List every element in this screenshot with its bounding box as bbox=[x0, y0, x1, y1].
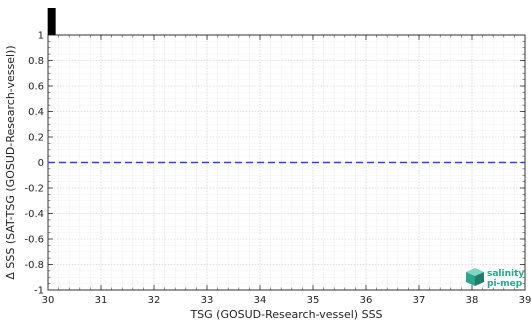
logo-line1: salinity bbox=[487, 269, 524, 279]
y-tick-label: 0.6 bbox=[28, 82, 44, 93]
x-tick-label: 33 bbox=[201, 295, 214, 306]
marker-bar bbox=[47, 8, 56, 35]
x-tick-label: 36 bbox=[360, 295, 373, 306]
x-tick-label: 31 bbox=[95, 295, 108, 306]
y-tick-label: 0.2 bbox=[28, 133, 44, 144]
x-tick-label: 38 bbox=[466, 295, 479, 306]
x-tick-label: 39 bbox=[519, 295, 531, 306]
y-axis-title: Δ SSS (SAT-TSG (GOSUD-Research-vessel)) bbox=[4, 45, 17, 279]
logo-cube-icon bbox=[466, 268, 484, 286]
x-tick-label: 30 bbox=[42, 295, 55, 306]
x-axis-title: TSG (GOSUD-Research-vessel) SSS bbox=[189, 308, 382, 321]
y-tick-label: 0 bbox=[38, 158, 44, 169]
y-tick-label: -0.6 bbox=[24, 235, 44, 246]
y-tick-label: 1 bbox=[38, 31, 44, 42]
x-tick-labels: 30 31 32 33 34 35 36 37 38 39 bbox=[42, 295, 531, 306]
x-tick-label: 35 bbox=[307, 295, 320, 306]
x-tick-label: 32 bbox=[148, 295, 161, 306]
x-tick-label: 34 bbox=[254, 295, 267, 306]
y-tick-label: -0.8 bbox=[24, 260, 44, 271]
salinity-pimep-logo: salinity pi-mep bbox=[466, 268, 524, 289]
y-tick-label: -0.2 bbox=[24, 184, 44, 195]
x-tick-label: 37 bbox=[413, 295, 426, 306]
logo-line2: pi-mep bbox=[487, 279, 523, 289]
y-tick-labels: 1 0.8 0.6 0.4 0.2 0 -0.2 -0.4 -0.6 -0.8 -1 bbox=[24, 31, 44, 297]
y-tick-label: 0.4 bbox=[28, 107, 44, 118]
y-tick-label: 0.8 bbox=[28, 56, 44, 67]
y-tick-label: -1 bbox=[34, 286, 44, 297]
y-tick-label: -0.4 bbox=[24, 209, 44, 220]
axis-ticks bbox=[47, 34, 526, 291]
